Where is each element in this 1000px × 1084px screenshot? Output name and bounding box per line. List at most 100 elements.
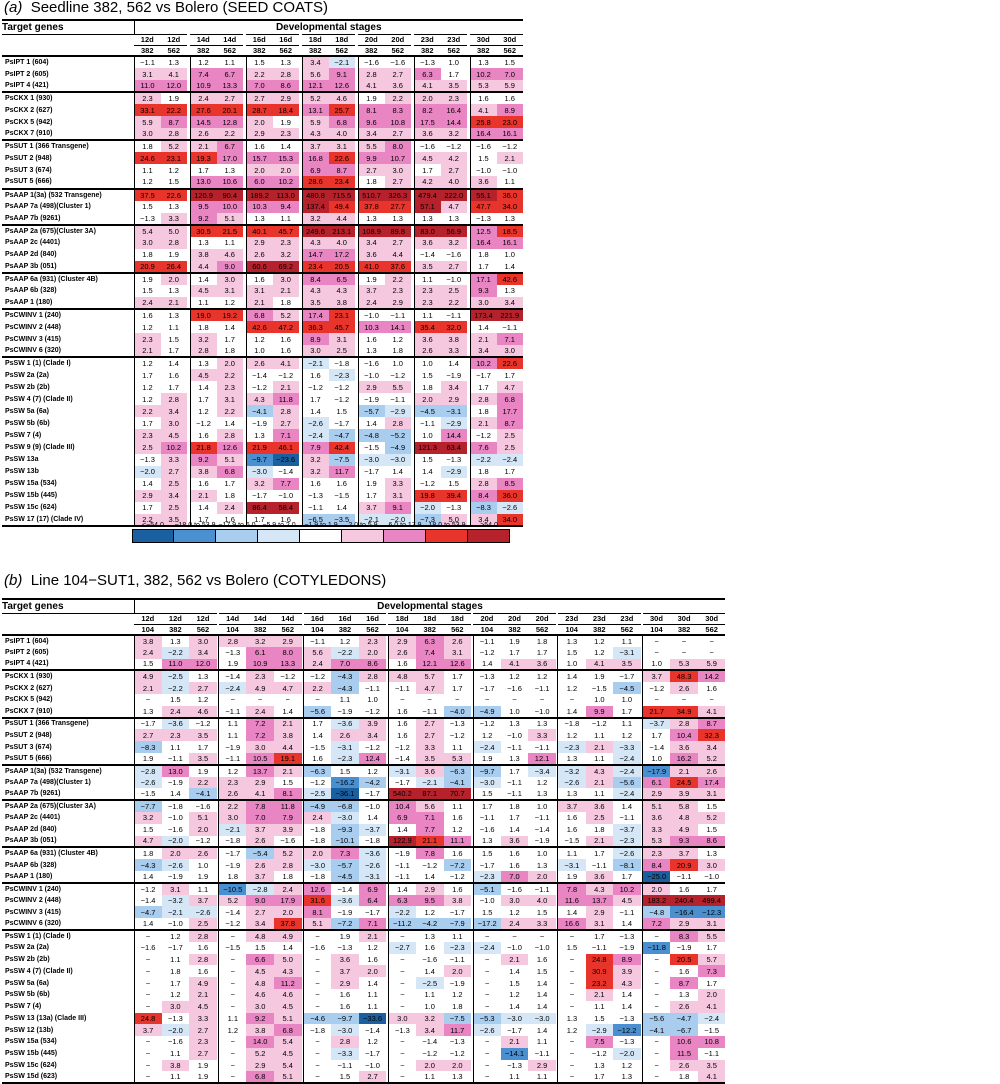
gap: [640, 716, 644, 730]
panelA-cell: 10.2: [272, 176, 299, 189]
panelA-cell: 15.7: [246, 152, 273, 165]
gap: [301, 835, 305, 848]
panelB-cell: 1.5: [585, 1012, 614, 1025]
panelB-gene-name: PsAAP 2d (840): [2, 823, 135, 836]
gap: [555, 669, 559, 683]
panelB-cell: 1.4: [528, 977, 556, 989]
panelB-row: PsSW 5a (6a) −1.7 4.9−4.8 11.2−2.9 1.4− −2.5−…: [2, 977, 726, 989]
panelA-cell: −2.4: [302, 429, 329, 442]
panelB-cell: 1.9: [189, 1059, 217, 1072]
panelB-cell: −1.6: [473, 823, 501, 836]
panelB-cell: 2.7: [134, 729, 162, 742]
panelB-line-label: 104: [303, 623, 332, 636]
gap: [471, 977, 474, 989]
panelA-cell: 28.6: [302, 176, 329, 189]
panelB-cell: 1.5: [557, 941, 586, 954]
panelA-cell: 2.8: [470, 393, 497, 406]
gap: [187, 453, 191, 466]
panelA-cell: 3.0: [160, 417, 187, 430]
panelB-cell: −: [557, 953, 586, 966]
panelB-cell: −3.6: [331, 894, 359, 907]
panelA-cell: −2.1: [302, 356, 329, 370]
panelB-cell: −1.6: [134, 941, 162, 954]
panelB-cell: −6.3: [303, 763, 332, 777]
panelA-row: PsCWINV 1 (240) 1.6 1.3 19.0 19.2 6.8 5.2 17.4 2…: [2, 307, 523, 322]
gap: [411, 128, 415, 141]
gap: [386, 729, 389, 742]
panelA-cell: 2.1: [190, 489, 217, 502]
panelB-row: PsSW 15b (445) −1.1 2.7−5.2 4.5− −3.3 −1.7− −1…: [2, 1047, 726, 1060]
gap: [355, 465, 359, 478]
panelB-cell: −1.6: [500, 682, 529, 694]
panelA-cell: 1.4: [414, 465, 441, 478]
panelA-row: PsSW 13b −2.0 2.7 3.8 6.8 −3.0 −1.4 3.2 11.7 −1.7…: [2, 465, 523, 478]
gap: [467, 152, 471, 165]
panelB-cell: −: [134, 1071, 162, 1084]
panelA-cell: 8.2: [414, 104, 441, 117]
panelA-cell: 19.2: [216, 307, 243, 322]
gap: [187, 356, 191, 370]
panelB-cell: 2.6: [670, 682, 698, 694]
panelB-cell: −: [303, 1071, 332, 1084]
panelB-cell: 10.6: [670, 1036, 698, 1048]
panelB-cell: 24.8: [134, 1012, 162, 1025]
gap: [640, 799, 644, 812]
panelA-cell: 1.7: [134, 501, 161, 514]
panelA-cell: −1.9: [246, 417, 273, 430]
panelB-cell: 1.3: [134, 705, 162, 718]
panelA-cell: 2.8: [384, 417, 411, 430]
panelB-cell: 6.9: [388, 811, 416, 824]
panelB-cell: −9.7: [473, 763, 501, 777]
panelB-cell: 5.2: [697, 811, 726, 824]
panelA-cell: 9.0: [216, 260, 243, 273]
gap: [555, 1047, 559, 1060]
panelB-cell: 1.1: [161, 953, 190, 966]
gap: [640, 1024, 644, 1037]
panelA-cell: 12.0: [160, 80, 187, 93]
panelB-cell: −1.4: [415, 1036, 444, 1048]
gap: [243, 405, 247, 418]
panelB-cell: 3.1: [585, 918, 614, 930]
gap: [216, 906, 220, 919]
panelB-row: PsAAP 1(3a) (532 Transgene) −2.8 13.0 1.9 1.…: [2, 763, 726, 777]
panelA-cell: 6.8: [328, 116, 355, 129]
panelB-line-label: 382: [670, 623, 698, 636]
panelB-cell: 3.3: [528, 729, 556, 742]
panelB-cell: 20.5: [670, 953, 698, 966]
panelB-cell: 1.9: [189, 763, 217, 777]
panelA-cell: 1.0: [414, 356, 441, 370]
panelB-cell: −1.7: [473, 859, 501, 871]
panelA-cell: 10.6: [216, 176, 243, 189]
panelA-cell: 17.1: [470, 271, 497, 285]
panelB-cell: −: [670, 634, 698, 647]
legend-swatch: [468, 529, 510, 543]
panelB-cell: −: [134, 1036, 162, 1048]
gap: [355, 236, 359, 249]
panelA-gene-name: PsSUT 5 (666): [2, 176, 135, 189]
gap: [471, 1036, 474, 1048]
gap: [355, 176, 359, 189]
panelB-cell: −4.1: [189, 788, 217, 801]
gap: [243, 381, 247, 394]
gap: [243, 128, 247, 141]
panelA-cell: −1.6: [358, 54, 385, 69]
panelA-day-label: 16d: [246, 33, 273, 45]
gap: [355, 417, 359, 430]
gap: [555, 752, 559, 765]
panelB-cell: 4.1: [697, 1000, 726, 1013]
panelA-cell: 10.2: [470, 68, 497, 81]
panelB-cell: 12.4: [358, 752, 387, 765]
panelB-cell: −2.2: [388, 906, 416, 919]
panelA-cell: 22.2: [160, 104, 187, 117]
panelA-cell: 3.7: [358, 501, 385, 514]
panelA-cell: 1.7: [190, 393, 217, 406]
panelB-cell: −4.2: [415, 918, 444, 930]
gap: [299, 128, 303, 141]
panelA-row: PsAAP 1(3a) (532 Transgene) 37.5 22.6 120.9…: [2, 187, 523, 201]
gap: [467, 405, 471, 418]
panelB-cell: 4.8: [670, 811, 698, 824]
panelA-cell: 3.2: [272, 248, 299, 261]
gap: [467, 139, 471, 153]
panelA-cell: 4.6: [328, 91, 355, 105]
gap: [471, 894, 474, 907]
